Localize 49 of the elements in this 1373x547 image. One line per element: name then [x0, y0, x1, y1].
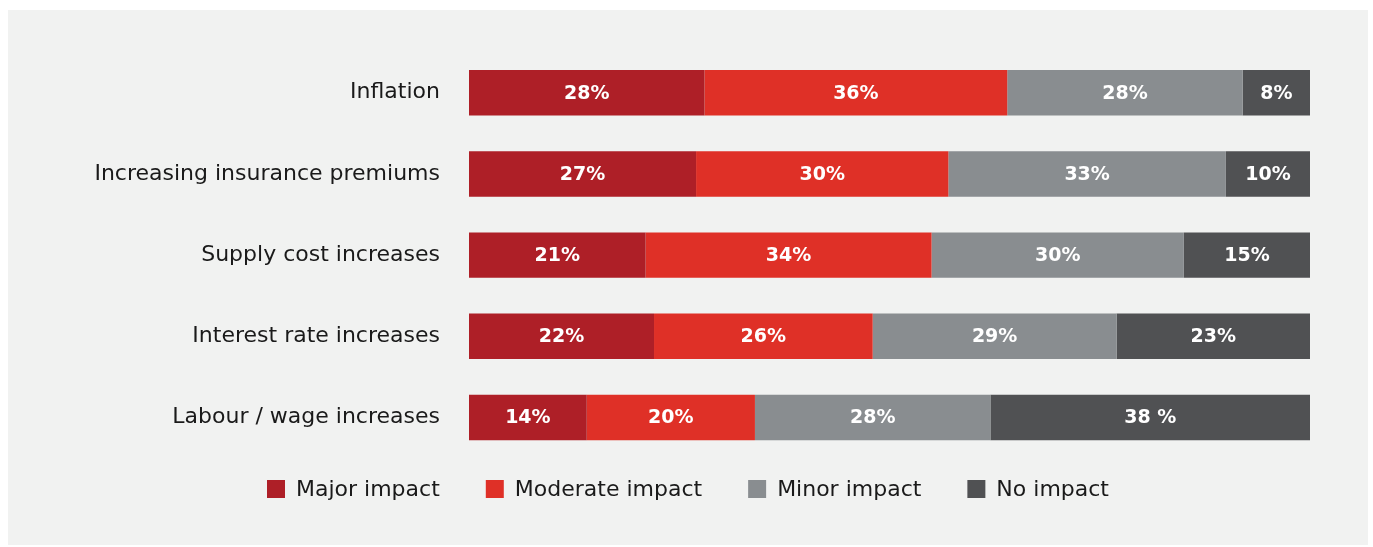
- data-label: 34%: [765, 243, 812, 266]
- bar: [586, 394, 755, 441]
- data-label: 26%: [740, 324, 787, 347]
- y-tick-label: Increasing insurance premiums: [94, 159, 440, 185]
- data-label: 8%: [1260, 80, 1293, 103]
- bar: [469, 313, 655, 359]
- bar: [1116, 313, 1310, 359]
- bar: [948, 151, 1226, 197]
- bar: [1007, 70, 1243, 116]
- bar: [1242, 70, 1310, 116]
- y-tick-label: Supply cost increases: [201, 240, 440, 266]
- bar: [469, 394, 587, 441]
- data-label: 29%: [971, 324, 1018, 347]
- bar: [931, 232, 1184, 278]
- data-label: 20%: [648, 405, 694, 428]
- bar: [469, 151, 697, 197]
- y-tick-label: Labour / wage increases: [172, 403, 440, 429]
- bar: [696, 151, 949, 197]
- data-label: 38 %: [1124, 405, 1177, 428]
- data-label: 15%: [1224, 243, 1270, 266]
- data-label: 30%: [799, 161, 845, 184]
- bar: [654, 313, 873, 359]
- data-label: 14%: [505, 405, 551, 428]
- bar: [754, 394, 991, 441]
- data-label: 22%: [538, 324, 585, 347]
- data-label: 33%: [1064, 161, 1110, 184]
- y-tick-label: Interest rate increases: [192, 321, 440, 347]
- bar: [704, 70, 1008, 116]
- bar: [990, 394, 1310, 441]
- bar: [645, 232, 932, 278]
- data-label: 28%: [1102, 80, 1148, 103]
- data-label: 21%: [534, 243, 581, 266]
- legend-label: Major impact: [296, 475, 441, 501]
- data-label: 27%: [559, 161, 606, 184]
- bar: [469, 232, 646, 278]
- bar: [872, 313, 1117, 359]
- data-label: 23%: [1190, 324, 1237, 347]
- data-label: 28%: [564, 80, 610, 103]
- data-label: 28%: [849, 405, 896, 428]
- legend-label: No impact: [996, 475, 1110, 501]
- data-label: 36%: [833, 80, 879, 103]
- bar: [1183, 232, 1310, 278]
- bar: [1225, 151, 1310, 197]
- data-label: 30%: [1034, 243, 1081, 266]
- legend-label: Minor impact: [777, 475, 922, 501]
- y-tick-label: Inflation: [350, 78, 440, 104]
- legend-label: Moderate impact: [514, 475, 703, 501]
- bar: [469, 70, 705, 116]
- data-label: 10%: [1245, 161, 1291, 184]
